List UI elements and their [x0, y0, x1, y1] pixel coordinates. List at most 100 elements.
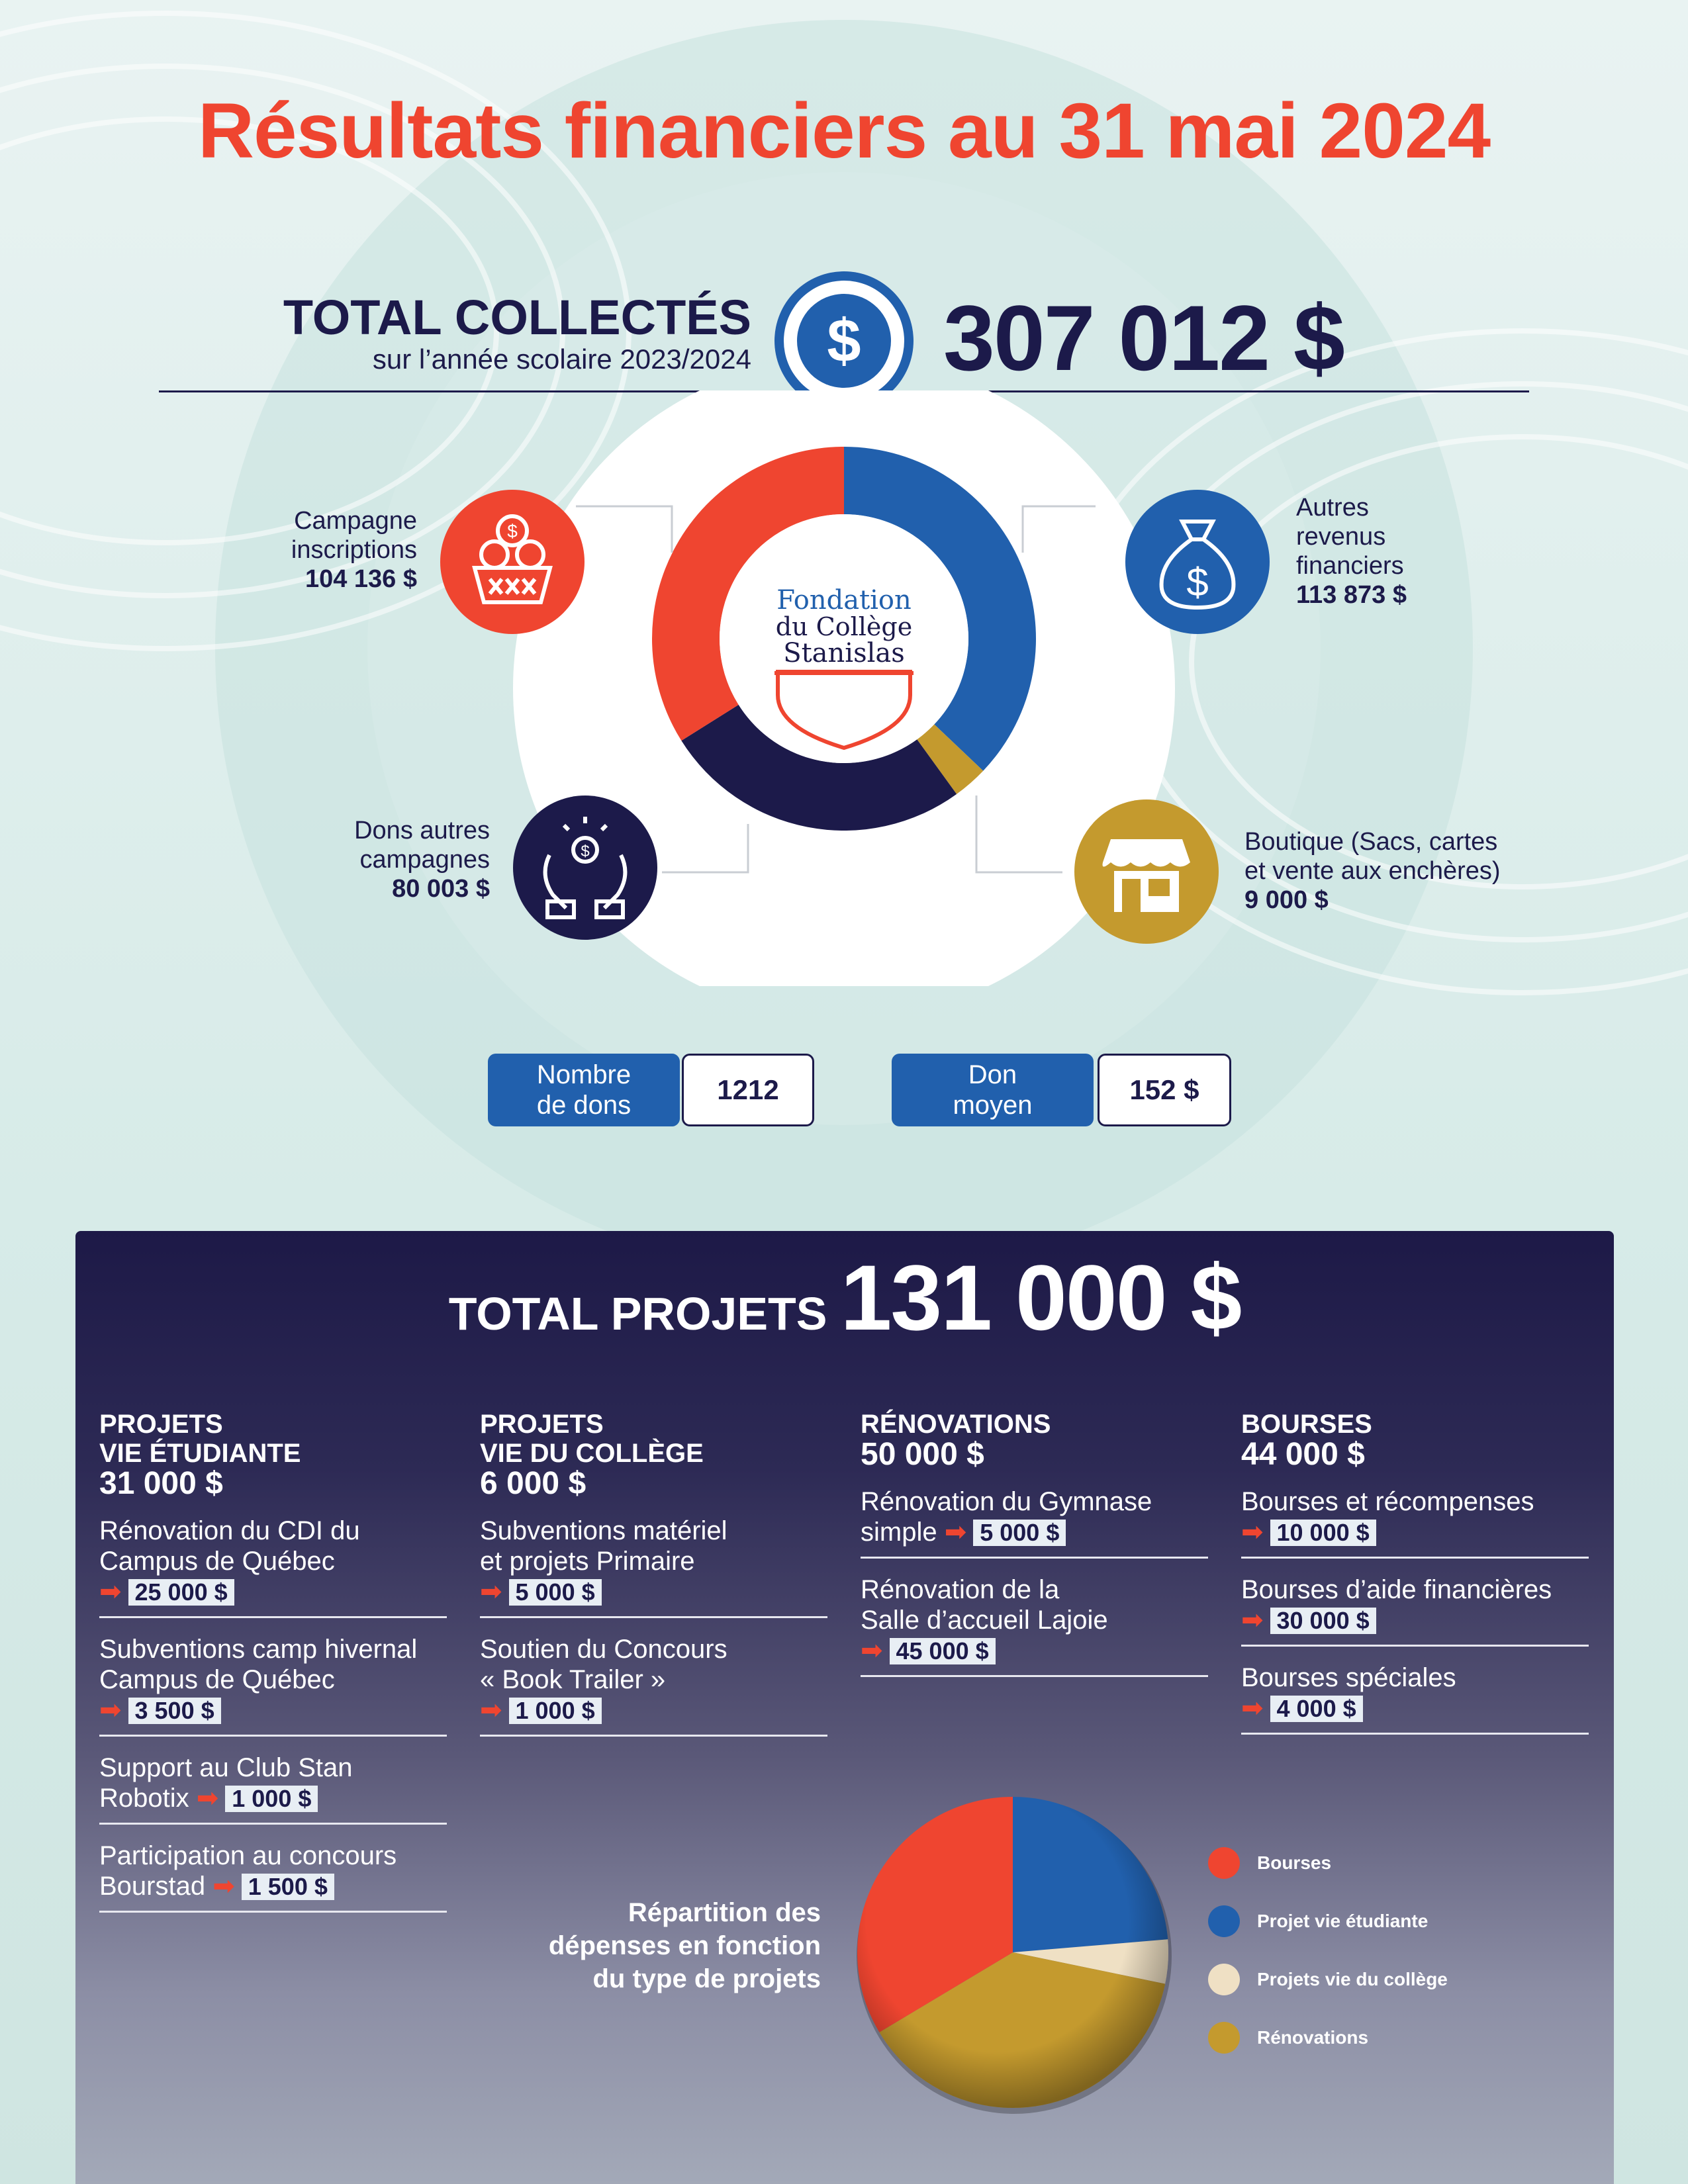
item-text: Rénovation de la: [861, 1575, 1060, 1604]
column-vie-college: PROJETS VIE DU COLLÈGE 6 000 $ Subventio…: [480, 1410, 827, 1737]
don-moyen-value: 152 $: [1098, 1054, 1231, 1126]
coin-basket-icon: $: [440, 490, 585, 634]
arrow-right-icon: ➡: [480, 1696, 502, 1725]
column-head: PROJETS: [99, 1410, 223, 1439]
autres-line1: Autres: [1296, 494, 1369, 522]
item-text: Campus de Québec: [99, 1665, 335, 1694]
pie-caption-line3: du type de projets: [592, 1964, 821, 1993]
total-collectes-label: TOTAL COLLECTÉS sur l’année scolaire 202…: [159, 291, 751, 375]
item-amount: 30 000 $: [1270, 1608, 1376, 1634]
list-item: Bourses d’aide financières ➡ 30 000 $: [1241, 1574, 1589, 1647]
category-dons: Dons autres campagnes 80 003 $: [291, 816, 490, 903]
shield-icon: [776, 670, 912, 751]
column-renovations: RÉNOVATIONS 50 000 $ Rénovation du Gymna…: [861, 1410, 1208, 1677]
item-text: Bourses spéciales: [1241, 1663, 1456, 1692]
list-item: Rénovation du CDI du Campus de Québec ➡ 2…: [99, 1516, 447, 1618]
inscriptions-line1: Campagne: [294, 507, 417, 535]
list-item: Participation au concours Bourstad ➡ 1 50…: [99, 1841, 447, 1913]
item-text: simple: [861, 1518, 937, 1547]
legend-swatch: [1208, 2022, 1240, 2054]
nombre-dons-label: Nombre de dons: [488, 1054, 680, 1126]
pie-caption: Répartition des dépenses en fonction du …: [463, 1896, 821, 1995]
total-projets: TOTAL PROJETS 131 000 $: [75, 1244, 1614, 1351]
item-text: Bourses d’aide financières: [1241, 1575, 1552, 1604]
list-item: Soutien du Concours « Book Trailer » ➡ 1 …: [480, 1634, 827, 1737]
item-amount: 10 000 $: [1270, 1520, 1376, 1546]
item-text: Bourstad: [99, 1872, 206, 1901]
don-moyen-line2: moyen: [953, 1091, 1033, 1120]
arrow-right-icon: ➡: [1241, 1694, 1264, 1723]
item-text: et projets Primaire: [480, 1547, 695, 1576]
list-item: Subventions camp hivernal Campus de Québ…: [99, 1634, 447, 1737]
category-inscriptions: Campagne inscriptions 104 136 $: [218, 506, 417, 594]
total-projets-amount: 131 000 $: [840, 1246, 1242, 1349]
item-amount: 1 500 $: [241, 1874, 334, 1900]
legend-swatch: [1208, 1964, 1240, 1995]
column-head: PROJETS: [480, 1410, 604, 1439]
arrow-right-icon: ➡: [1241, 1606, 1264, 1635]
donut-slice: [917, 724, 984, 794]
donut-slice: [652, 447, 844, 741]
legend-label: Projets vie du collège: [1257, 1969, 1448, 1989]
giving-hands-icon: $: [513, 796, 657, 940]
legend-swatch: [1208, 1905, 1240, 1937]
donut-center: [720, 514, 968, 763]
pie-chart: [857, 1797, 1172, 2114]
shop-icon: [1074, 799, 1219, 944]
item-amount: 1 000 $: [508, 1698, 602, 1724]
legend-swatch: [1208, 1847, 1240, 1879]
item-text: Support au Club Stan: [99, 1753, 353, 1782]
item-text: Rénovation du Gymnase: [861, 1487, 1152, 1516]
legend-label: Projet vie étudiante: [1257, 1911, 1429, 1931]
total-collectes-sublabel: sur l’année scolaire 2023/2024: [372, 343, 751, 375]
total-projets-label: TOTAL PROJETS: [448, 1288, 827, 1340]
column-head: VIE DU COLLÈGE: [480, 1439, 704, 1468]
dons-line2: campagnes: [359, 846, 490, 874]
inscriptions-line2: inscriptions: [291, 536, 417, 564]
donut-chart: Fondation du Collège Stanislas: [513, 390, 1175, 986]
item-text: Salle d’accueil Lajoie: [861, 1606, 1108, 1635]
legend-label: Bourses: [1257, 1852, 1332, 1873]
autres-line2: revenus: [1296, 523, 1386, 551]
arrow-right-icon: ➡: [99, 1577, 122, 1606]
nombre-dons-line1: Nombre: [536, 1060, 632, 1089]
autres-line3: financiers: [1296, 552, 1404, 580]
pie-caption-line1: Répartition des: [628, 1898, 821, 1927]
svg-text:$: $: [507, 521, 518, 541]
item-text: Bourses et récompenses: [1241, 1487, 1534, 1516]
arrow-right-icon: ➡: [480, 1577, 502, 1606]
total-collectes-heading: TOTAL COLLECTÉS: [283, 290, 751, 345]
item-amount: 5 000 $: [508, 1579, 602, 1606]
item-amount: 1 000 $: [225, 1786, 318, 1812]
logo: Fondation du Collège Stanislas: [774, 585, 914, 751]
arrow-right-icon: ➡: [212, 1872, 235, 1901]
list-item: Subventions matériel et projets Primaire…: [480, 1516, 827, 1618]
legend-item-bourses: Bourses: [1208, 1846, 1331, 1880]
list-item: Bourses spéciales ➡ 4 000 $: [1241, 1662, 1589, 1735]
nombre-dons-line2: de dons: [536, 1091, 632, 1120]
dollar-icon: $: [774, 271, 914, 410]
item-text: Robotix: [99, 1784, 189, 1813]
autres-amount: 113 873 $: [1296, 581, 1407, 609]
svg-text:$: $: [1186, 560, 1208, 604]
boutique-amount: 9 000 $: [1244, 886, 1329, 914]
dons-line1: Dons autres: [354, 817, 490, 844]
logo-line1: Fondation: [776, 585, 912, 615]
don-moyen-label: Don moyen: [892, 1054, 1094, 1126]
don-moyen-line1: Don: [968, 1060, 1017, 1089]
item-amount: 5 000 $: [973, 1520, 1066, 1546]
column-amount: 31 000 $: [99, 1466, 223, 1501]
inscriptions-amount: 104 136 $: [305, 565, 417, 593]
dons-amount: 80 003 $: [392, 875, 490, 903]
legend-item-vie-college: Projets vie du collège: [1208, 1963, 1448, 1996]
arrow-right-icon: ➡: [99, 1696, 122, 1725]
list-item: Support au Club Stan Robotix ➡ 1 000 $: [99, 1752, 447, 1825]
legend-item-vie-etudiante: Projet vie étudiante: [1208, 1905, 1428, 1938]
arrow-right-icon: ➡: [944, 1518, 967, 1547]
column-amount: 44 000 $: [1241, 1437, 1365, 1472]
list-item: Rénovation du Gymnase simple ➡ 5 000 $: [861, 1486, 1208, 1559]
item-amount: 3 500 $: [128, 1698, 221, 1724]
list-item: Rénovation de la Salle d’accueil Lajoie …: [861, 1574, 1208, 1677]
column-vie-etudiante: PROJETS VIE ÉTUDIANTE 31 000 $ Rénovatio…: [99, 1410, 447, 1913]
page-title: Résultats financiers au 31 mai 2024: [197, 87, 1491, 175]
